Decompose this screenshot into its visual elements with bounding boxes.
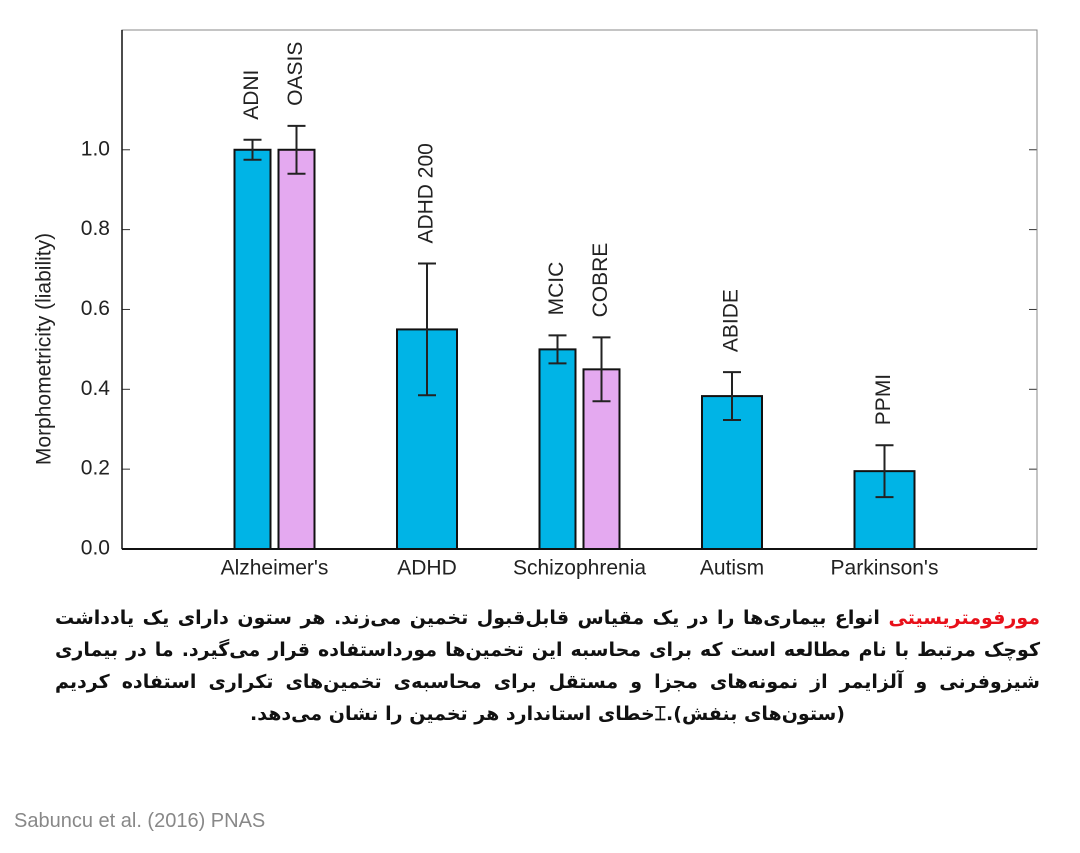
bar-label: MCIC <box>545 262 568 316</box>
y-axis-label: Morphometricity (liability) <box>33 233 56 465</box>
bar-label: OASIS <box>284 42 307 106</box>
chart: Morphometricity (liability) 0.0 0.2 0.4 0.6… <box>33 29 1038 580</box>
bar <box>538 348 577 550</box>
y-tick-label: 0.8 <box>81 217 110 240</box>
caption: مورفومتریسیتی انواع بیماری‌ها را در یک م… <box>55 602 1040 730</box>
y-tick-label: 1.0 <box>81 137 110 160</box>
bar-label: ABIDE <box>720 289 743 352</box>
bar <box>701 395 763 550</box>
caption-highlight: مورفومتریسیتی <box>888 607 1040 629</box>
citation: Sabuncu et al. (2016) PNAS <box>14 810 266 832</box>
x-tick-label: ADHD <box>397 557 457 580</box>
bar <box>277 148 316 550</box>
y-tick-label: 0.2 <box>81 457 110 480</box>
y-tick-label: 0.0 <box>81 537 110 560</box>
bar-label: ADNI <box>240 70 263 120</box>
caption-text: انواع بیماری‌ها را در یک مقیاس قابل‌قبول… <box>55 607 1040 725</box>
y-tick-label: 0.4 <box>81 377 111 400</box>
bar-label: PPMI <box>872 374 895 425</box>
x-tick-label: Parkinson's <box>831 557 939 580</box>
y-tick-label: 0.6 <box>81 297 110 320</box>
x-tick-label: Autism <box>700 557 764 580</box>
bar <box>233 148 272 550</box>
bar-label: ADHD 200 <box>415 143 438 243</box>
x-tick-label: Alzheimer's <box>221 557 329 580</box>
x-tick-label: Schizophrenia <box>513 557 646 580</box>
bar-label: COBRE <box>589 243 612 318</box>
